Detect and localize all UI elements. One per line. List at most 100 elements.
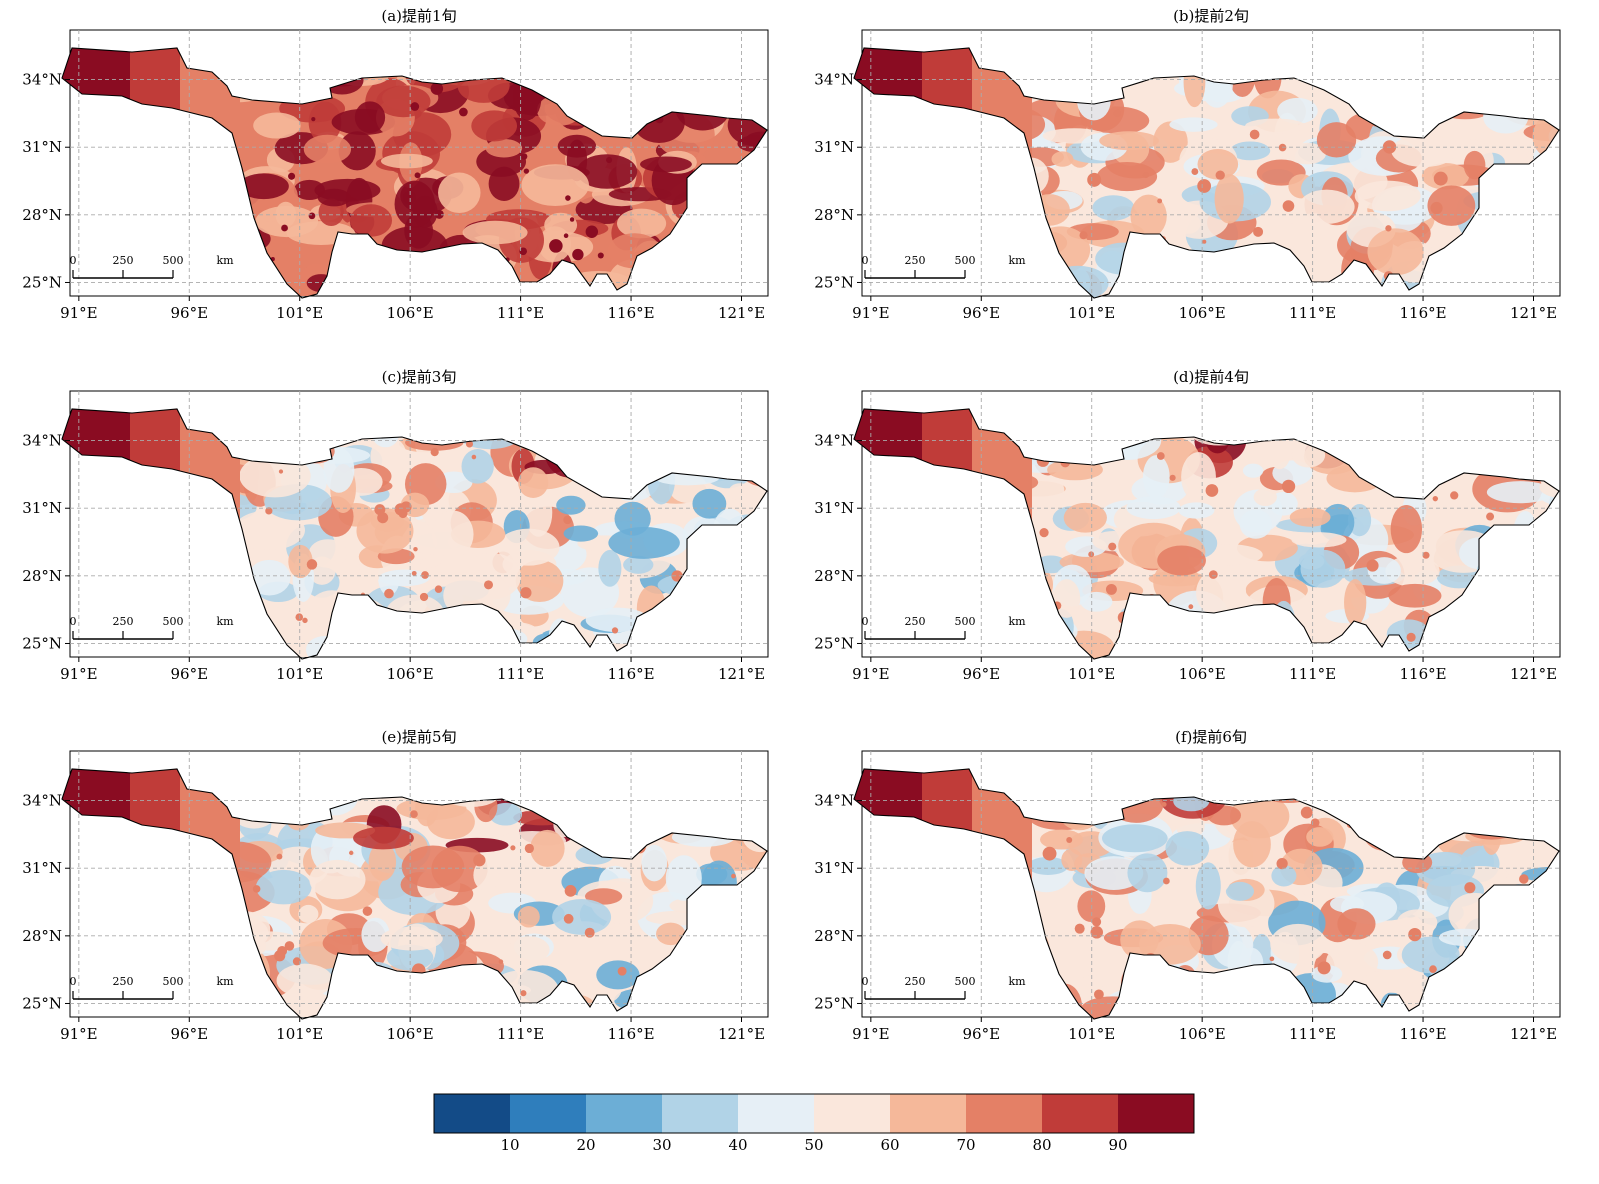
map-frame (861, 29, 1561, 297)
skill-blob (1027, 856, 1069, 875)
skill-blob (744, 982, 767, 1011)
skill-blob (309, 859, 366, 900)
skill-dot (1145, 594, 1158, 607)
skill-blob (657, 573, 717, 597)
skill-dot (308, 212, 316, 220)
skill-dot (563, 515, 572, 525)
skill-blob (617, 208, 667, 239)
skill-blob (271, 434, 309, 466)
skill-dot (563, 233, 569, 239)
skill-blob (233, 510, 305, 551)
skill-dot (1108, 542, 1117, 551)
skill-dot (1188, 604, 1194, 610)
skill-blob (1481, 175, 1521, 195)
skill-blob (1196, 568, 1247, 618)
skill-blob (556, 495, 586, 515)
skill-dot (1113, 109, 1122, 118)
skill-blob (646, 438, 716, 465)
skill-blob (1503, 978, 1559, 1013)
lon-tick-label: 101°E (1068, 1025, 1115, 1043)
scale-bar: 0 250 500 km (862, 615, 1026, 640)
skill-dot (284, 941, 295, 951)
skill-blob (362, 990, 403, 1009)
skill-blob (755, 68, 767, 92)
skill-blob (1114, 987, 1184, 1006)
colorbar-bin (586, 1094, 662, 1133)
scale-bar-label: 500 (163, 975, 184, 988)
skill-dot (1552, 889, 1559, 902)
colorbar-tick-label: 90 (1108, 1136, 1127, 1154)
skill-blob (1233, 821, 1271, 868)
skill-blob (655, 470, 720, 486)
skill-blob (608, 527, 680, 559)
skill-dot (1465, 979, 1480, 994)
colorbar-tick-label: 60 (880, 1136, 899, 1154)
skill-blob (1321, 503, 1355, 542)
scale-bar-unit: km (216, 615, 234, 628)
skill-dot (419, 592, 429, 602)
skill-blob (275, 201, 297, 228)
skill-dot (561, 634, 568, 641)
lon-tick-label: 91°E (60, 1025, 98, 1043)
lon-tick-label: 116°E (1400, 1025, 1447, 1043)
skill-dot (1156, 452, 1165, 460)
skill-dot (1382, 950, 1392, 960)
skill-blob (1055, 774, 1086, 824)
skill-dot (749, 179, 763, 193)
lat-tick-label: 34°N (22, 71, 62, 89)
skill-blob (248, 559, 291, 596)
skill-dot (277, 810, 286, 819)
skill-blob (1242, 463, 1264, 478)
skill-blob (1391, 820, 1424, 838)
skill-blob (293, 421, 320, 450)
skill-dot (1281, 479, 1296, 494)
skill-dot (1317, 961, 1331, 975)
skill-blob (1300, 549, 1346, 588)
skill-blob (665, 855, 702, 901)
skill-blob (736, 881, 761, 896)
skill-blob (1449, 601, 1483, 618)
skill-blob (1127, 853, 1168, 893)
skill-blob (731, 232, 767, 272)
skill-dot (565, 195, 571, 201)
skill-dot (519, 247, 528, 256)
lat-tick-label: 28°N (22, 206, 62, 224)
lon-tick-label: 116°E (608, 304, 655, 322)
scale-bar: 0 250 500 km (70, 254, 234, 279)
map-panel: (d)提前4旬 91°E 96°E 101°E 106°E 111°E 116°E 121°E… (814, 368, 1561, 683)
skill-blob (717, 436, 747, 476)
skill-dot (349, 850, 354, 856)
skill-blob (317, 188, 351, 207)
lon-tick-label: 91°E (60, 304, 98, 322)
skill-blob (1242, 972, 1273, 1017)
skill-blob (1291, 442, 1326, 468)
skill-dot (421, 571, 429, 579)
skill-dot (374, 504, 386, 516)
skill-blob (518, 467, 549, 498)
skill-blob (508, 936, 550, 963)
skill-dot (413, 546, 418, 552)
skill-blob (1391, 134, 1457, 168)
lat-tick-label: 34°N (814, 792, 854, 810)
skill-blob (1130, 605, 1196, 640)
skill-blob (1550, 949, 1559, 994)
skill-blob (1229, 141, 1271, 161)
skill-blob (1289, 507, 1331, 527)
lon-tick-label: 116°E (608, 1025, 655, 1043)
skill-blob (1053, 579, 1081, 618)
skill-blob (1508, 271, 1547, 287)
skill-blob (662, 594, 700, 624)
skill-blob (488, 166, 520, 201)
skill-blob (1398, 97, 1436, 115)
skill-dot (668, 248, 681, 261)
skill-dot (610, 105, 617, 112)
skill-blob (1548, 537, 1559, 554)
colorbar-bin (966, 1094, 1042, 1133)
skill-blob (1466, 820, 1516, 840)
skill-blob (1298, 189, 1355, 224)
skill-blob (589, 836, 638, 856)
lat-tick-label: 25°N (814, 273, 854, 291)
skill-blob (238, 173, 289, 200)
skill-blob (455, 997, 511, 1013)
skill-blob (356, 508, 414, 554)
